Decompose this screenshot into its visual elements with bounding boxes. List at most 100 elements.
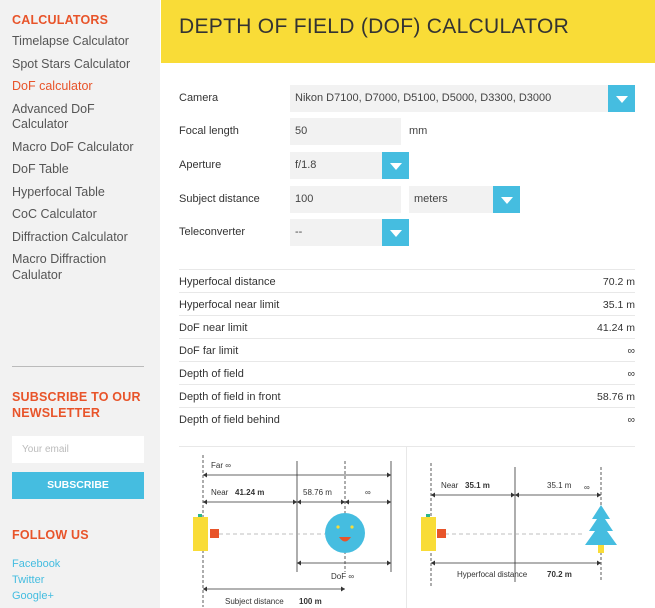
focal-length-label: Focal length bbox=[179, 125, 239, 137]
near-value: 41.24 m bbox=[235, 488, 264, 497]
lens-icon bbox=[437, 529, 446, 538]
result-label: Depth of field bbox=[179, 368, 244, 380]
focal-length-value: 50 bbox=[295, 125, 308, 137]
main-content: DEPTH OF FIELD (DOF) CALCULATOR Camera N… bbox=[161, 0, 655, 608]
subject-distance-label: Subject distance bbox=[179, 193, 260, 205]
result-value: 41.24 m bbox=[597, 322, 635, 334]
subscribe-button[interactable]: SUBSCRIBE bbox=[12, 472, 144, 499]
calculators-nav: CALCULATORS Timelapse Calculator Spot St… bbox=[12, 13, 152, 290]
infinity-label: ∞ bbox=[584, 483, 590, 492]
newsletter-section: SUBSCRIBE TO OUR NEWSLETTER SUBSCRIBE bbox=[12, 389, 144, 499]
camera-shutter-icon bbox=[426, 514, 430, 517]
result-row: Hyperfocal distance 70.2 m bbox=[179, 269, 635, 292]
distance-unit-select[interactable]: meters bbox=[409, 186, 520, 213]
result-label: DoF far limit bbox=[179, 345, 239, 357]
twitter-link[interactable]: Twitter bbox=[12, 574, 45, 586]
tree-icon bbox=[585, 505, 617, 553]
focal-length-unit: mm bbox=[409, 125, 428, 137]
email-input[interactable] bbox=[12, 436, 144, 463]
result-value: ∞ bbox=[627, 414, 636, 426]
nav-diffraction-calculator[interactable]: Diffraction Calculator bbox=[12, 229, 128, 244]
result-label: Depth of field behind bbox=[179, 414, 280, 426]
focal-length-row: Focal length 50 mm bbox=[179, 118, 635, 145]
diagrams-area: Far ∞ Near 41.24 m 58.76 m ∞ DoF ∞ Subje… bbox=[179, 446, 635, 608]
lens-icon bbox=[210, 529, 219, 538]
result-row: Hyperfocal near limit 35.1 m bbox=[179, 292, 635, 315]
nav-hyperfocal-table[interactable]: Hyperfocal Table bbox=[12, 184, 105, 199]
nav-dof-table[interactable]: DoF Table bbox=[12, 162, 69, 176]
follow-section: FOLLOW US Facebook Twitter Google+ bbox=[12, 528, 144, 604]
nav-dof-calculator[interactable]: DoF calculator bbox=[12, 79, 93, 93]
aperture-label: Aperture bbox=[179, 159, 222, 171]
result-label: DoF near limit bbox=[179, 322, 248, 334]
subject-distance-input[interactable]: 100 bbox=[290, 186, 401, 213]
chevron-down-icon[interactable] bbox=[608, 85, 635, 112]
result-value: 58.76 m bbox=[597, 391, 635, 403]
chevron-down-icon[interactable] bbox=[382, 152, 409, 179]
chevron-down-icon[interactable] bbox=[493, 186, 520, 213]
near-label: Near bbox=[441, 481, 459, 490]
subject-distance-value: 100 m bbox=[299, 597, 322, 606]
calculators-heading: CALCULATORS bbox=[12, 13, 109, 27]
result-row: Depth of field ∞ bbox=[179, 361, 635, 384]
result-row: Depth of field in front 58.76 m bbox=[179, 384, 635, 407]
newsletter-heading: SUBSCRIBE TO OUR NEWSLETTER bbox=[12, 390, 141, 420]
dof-label: DoF ∞ bbox=[331, 572, 354, 581]
focal-length-input[interactable]: 50 bbox=[290, 118, 401, 145]
result-label: Depth of field in front bbox=[179, 391, 281, 403]
title-bar: DEPTH OF FIELD (DOF) CALCULATOR bbox=[161, 0, 655, 63]
camera-icon bbox=[193, 517, 208, 551]
nav-advanced-dof-calculator[interactable]: Advanced DoF Calculator bbox=[12, 101, 95, 132]
subject-distance-value: 100 bbox=[295, 193, 314, 205]
nav-spot-stars-calculator[interactable]: Spot Stars Calculator bbox=[12, 56, 131, 71]
result-row: DoF near limit 41.24 m bbox=[179, 315, 635, 338]
result-value: ∞ bbox=[627, 368, 636, 380]
nav-coc-calculator[interactable]: CoC Calculator bbox=[12, 207, 97, 221]
sidebar: CALCULATORS Timelapse Calculator Spot St… bbox=[0, 0, 160, 608]
page-title: DEPTH OF FIELD (DOF) CALCULATOR bbox=[179, 15, 570, 38]
facebook-link[interactable]: Facebook bbox=[12, 558, 61, 570]
follow-heading: FOLLOW US bbox=[12, 528, 89, 542]
hyperfocal-distance-value: 70.2 m bbox=[547, 570, 572, 579]
teleconverter-value: -- bbox=[295, 226, 303, 238]
teleconverter-label: Teleconverter bbox=[179, 226, 246, 238]
hyperfocal-distance-label: Hyperfocal distance bbox=[457, 570, 528, 579]
result-value: 35.1 m bbox=[602, 299, 635, 311]
result-row: DoF far limit ∞ bbox=[179, 338, 635, 361]
google-plus-link[interactable]: Google+ bbox=[12, 590, 54, 602]
camera-row: Camera Nikon D7100, D7000, D5100, D5000,… bbox=[179, 85, 635, 112]
result-row: Depth of field behind ∞ bbox=[179, 407, 635, 430]
mid-value: 35.1 m bbox=[547, 481, 572, 490]
aperture-value: f/1.8 bbox=[295, 159, 317, 171]
result-label: Hyperfocal near limit bbox=[179, 299, 280, 311]
nav-macro-dof-calculator[interactable]: Macro DoF Calculator bbox=[12, 139, 134, 154]
subject-distance-label: Subject distance bbox=[225, 597, 284, 606]
camera-select[interactable]: Nikon D7100, D7000, D5100, D5000, D3300,… bbox=[290, 85, 635, 112]
teleconverter-row: Teleconverter -- bbox=[179, 219, 635, 246]
near-label: Near bbox=[211, 488, 229, 497]
distance-unit-value: meters bbox=[414, 193, 448, 205]
aperture-select[interactable]: f/1.8 bbox=[290, 152, 409, 179]
teleconverter-select[interactable]: -- bbox=[290, 219, 409, 246]
near-value: 35.1 m bbox=[465, 481, 490, 490]
front-value: 58.76 m bbox=[303, 488, 332, 497]
camera-label: Camera bbox=[179, 92, 219, 104]
result-label: Hyperfocal distance bbox=[179, 276, 276, 288]
camera-shutter-icon bbox=[198, 514, 202, 517]
hyperfocal-diagram: Near 35.1 m 35.1 m ∞ Hyperfocal distance… bbox=[421, 463, 617, 587]
chevron-down-icon[interactable] bbox=[382, 219, 409, 246]
result-value: ∞ bbox=[627, 345, 636, 357]
results-table: Hyperfocal distance 70.2 m Hyperfocal ne… bbox=[179, 269, 635, 430]
far-label: Far ∞ bbox=[211, 461, 231, 470]
camera-icon bbox=[421, 517, 436, 551]
face-icon bbox=[325, 513, 365, 553]
camera-value: Nikon D7100, D7000, D5100, D5000, D3300,… bbox=[295, 92, 552, 104]
diagram-divider bbox=[406, 447, 407, 608]
sidebar-divider bbox=[12, 366, 144, 367]
result-value: 70.2 m bbox=[602, 276, 635, 288]
behind-value: ∞ bbox=[365, 488, 371, 497]
nav-macro-diffraction-calculator[interactable]: Macro Diffraction Calulator bbox=[12, 252, 107, 282]
subject-distance-row: Subject distance 100 meters bbox=[179, 186, 635, 213]
dof-diagram: Far ∞ Near 41.24 m 58.76 m ∞ DoF ∞ Subje… bbox=[193, 455, 392, 607]
nav-timelapse-calculator[interactable]: Timelapse Calculator bbox=[12, 34, 129, 48]
